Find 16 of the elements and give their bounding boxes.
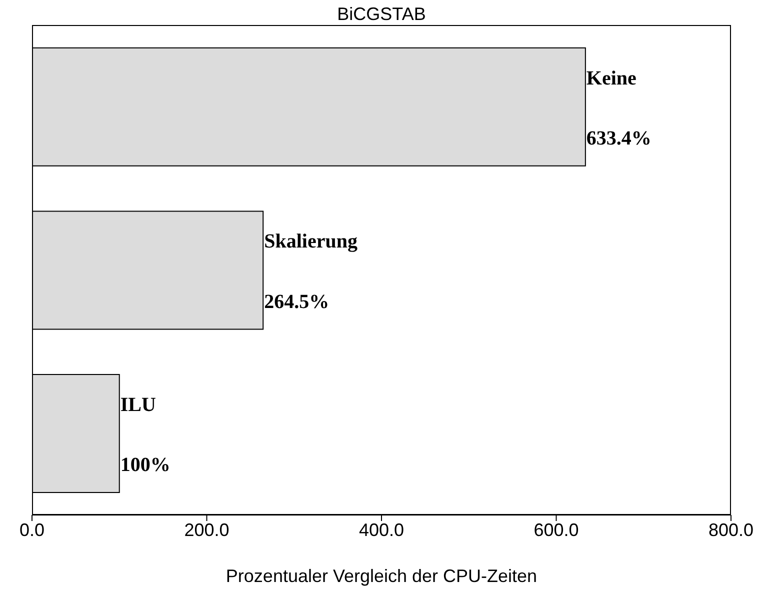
x-tick-label: 200.0 [184, 520, 230, 540]
y-tick-label: Keine [586, 67, 637, 90]
y-tick-label: ILU [120, 394, 156, 416]
data-label: 264.5% [264, 290, 330, 313]
x-tick-label: 0.0 [19, 520, 45, 540]
x-axis-title: Prozentualer Vergleich der CPU-Zeiten [226, 566, 538, 586]
bar [32, 374, 120, 494]
x-tick-label: 600.0 [534, 520, 579, 540]
chart-title: BiCGSTAB [336, 4, 427, 25]
y-tick-label: Skalierung [264, 230, 358, 253]
x-tick-label: 800.0 [708, 520, 754, 540]
bar [32, 210, 264, 330]
data-label: 100% [120, 454, 170, 476]
data-label: 633.4% [586, 128, 652, 150]
bar [32, 47, 586, 166]
x-tick-label: 400.0 [358, 520, 404, 540]
